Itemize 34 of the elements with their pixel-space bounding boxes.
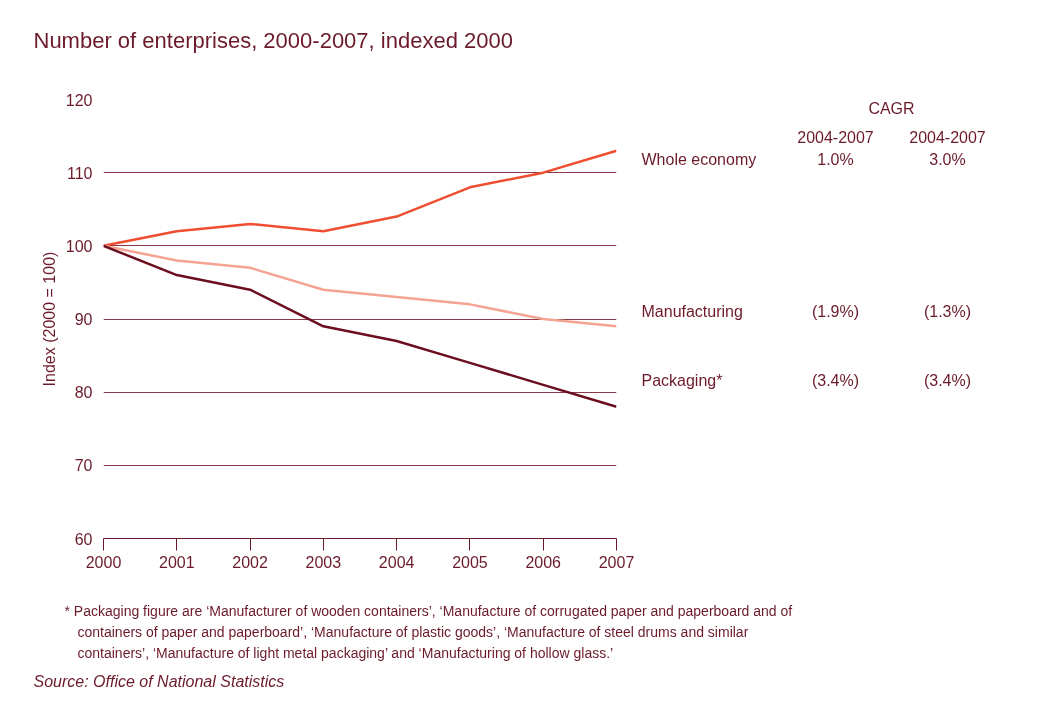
x-tick-label: 2002 — [232, 553, 268, 571]
text: (1.9%) — [811, 302, 860, 320]
y-tick-label: 70 — [74, 457, 93, 475]
series-label: Packaging* — [641, 371, 723, 389]
source-note: Source: Office of National Statistics — [33, 673, 285, 690]
x-tick-label: 2001 — [158, 553, 195, 571]
x-tick-label: 2007 — [598, 553, 635, 571]
y-tick-label: 60 — [74, 530, 93, 548]
series-label: Whole economy — [641, 151, 757, 169]
text: 1.0% — [817, 151, 854, 169]
y-axis-title: Index (2000 = 100) — [40, 251, 58, 387]
chart-title: Number of enterprises, 2000-2007, indexed 2000 — [33, 28, 513, 53]
y-tick-label: 100 — [65, 237, 93, 255]
x-tick-label: 2004 — [378, 553, 415, 571]
line-series — [103, 149, 617, 248]
y-tick-label: 90 — [74, 311, 93, 328]
x-tick-label: 2000 — [85, 553, 122, 571]
text: 2004-2007 — [909, 128, 986, 146]
y-tick-label: 80 — [74, 384, 93, 402]
line-series — [103, 244, 617, 409]
text: CAGR — [868, 99, 915, 117]
series-label: Manufacturing — [641, 302, 743, 320]
text: * Packaging figure are ‘Manufacturer of wooden containers’, ‘Manufacture of corrugated paper and paperboard and of containers of paper and paperboard’, ‘Manufacture of plastic goods’, ‘Manufacture of steel drums and similar containers’, ‘Manufacture of light metal packaging’ and ‘Manufacturing of hollow glass.’ — [64, 602, 793, 661]
y-tick-label: 120 — [65, 91, 93, 109]
line-series — [103, 244, 617, 328]
x-tick-label: 2006 — [525, 553, 562, 571]
text: (3.4%) — [923, 371, 972, 389]
text: 2004-2007 — [797, 128, 874, 146]
text: (3.4%) — [811, 371, 860, 389]
y-tick-label: 110 — [66, 164, 93, 182]
x-tick-label: 2003 — [305, 553, 342, 571]
x-tick-label: 2005 — [452, 553, 488, 571]
text: (1.3%) — [923, 302, 972, 320]
text: 3.0% — [929, 151, 966, 169]
